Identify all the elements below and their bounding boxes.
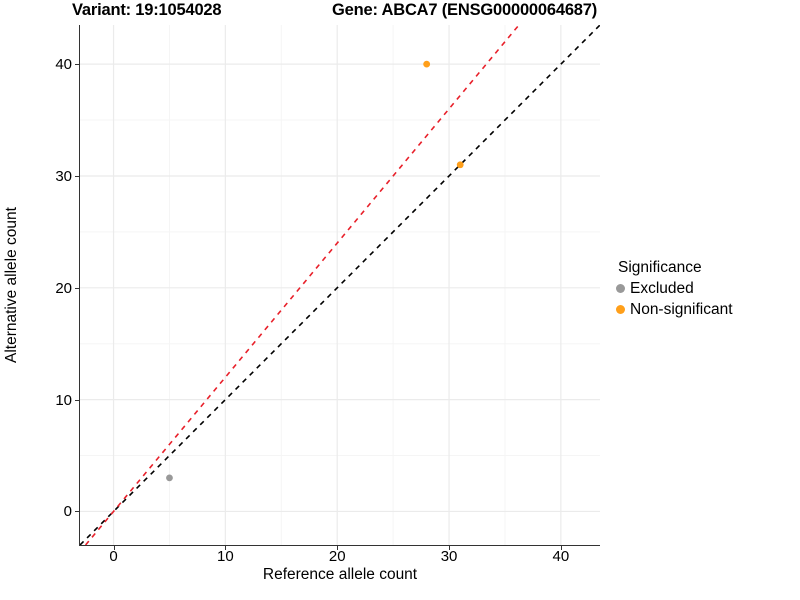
x-tick-label: 20	[328, 548, 346, 565]
y-axis-line	[79, 25, 81, 546]
y-tick-mark	[75, 175, 80, 177]
gene-title: Gene: ABCA7 (ENSG00000064687)	[332, 1, 598, 19]
x-tick-label: 30	[440, 548, 458, 565]
legend-dot-icon	[616, 305, 625, 314]
legend-item-label: Excluded	[630, 280, 694, 297]
y-tick-label: 0	[63, 503, 72, 521]
variant-title: Variant: 19:1054028	[72, 1, 222, 19]
x-tick-mark	[449, 545, 451, 550]
data-point[interactable]	[423, 60, 431, 68]
series-excluded	[166, 474, 173, 482]
x-axis-tick-labels: 0 10 20 30 40	[80, 548, 600, 572]
scatter-plot-canvas	[80, 25, 600, 545]
expected-ratio-line	[84, 25, 520, 545]
legend-item-excluded[interactable]: Excluded	[612, 278, 800, 299]
y-tick-label: 30	[55, 167, 72, 185]
x-tick-mark	[560, 545, 562, 550]
x-tick-label: 0	[109, 548, 118, 565]
series-non-significant	[423, 60, 464, 169]
legend-key-swatch	[612, 280, 629, 297]
legend-key-swatch	[612, 301, 629, 318]
data-point[interactable]	[456, 161, 464, 169]
y-tick-label: 20	[55, 279, 72, 297]
y-axis-tick-labels: 0 10 20 30 40	[26, 25, 72, 545]
legend-item-label: Non-significant	[630, 301, 733, 318]
legend-dot-icon	[616, 284, 625, 293]
identity-line	[80, 25, 600, 545]
y-tick-mark	[75, 287, 80, 289]
y-tick-mark	[75, 511, 80, 513]
x-axis-label: Reference allele count	[262, 566, 418, 583]
x-axis-line	[80, 545, 600, 547]
x-tick-label: 40	[552, 548, 570, 565]
x-tick-mark	[337, 545, 339, 550]
x-tick-label: 10	[217, 548, 234, 565]
legend: Significance Excluded Non-significant	[612, 258, 800, 320]
legend-title: Significance	[618, 259, 702, 276]
y-tick-mark	[75, 64, 80, 66]
y-axis-label: Alternative allele count	[3, 207, 20, 363]
x-tick-mark	[225, 545, 227, 550]
x-tick-mark	[113, 545, 115, 550]
legend-item-non-significant[interactable]: Non-significant	[612, 299, 800, 320]
y-tick-label: 40	[55, 56, 72, 74]
plot-panel	[80, 25, 600, 545]
y-tick-label: 10	[55, 391, 72, 409]
y-axis-label-wrap: Alternative allele count	[0, 25, 24, 545]
y-tick-mark	[75, 399, 80, 401]
plot-title-row: Variant: 19:1054028 Gene: ABCA7 (ENSG000…	[0, 0, 800, 26]
data-point[interactable]	[166, 474, 173, 482]
legend-items: Excluded Non-significant	[612, 278, 800, 320]
